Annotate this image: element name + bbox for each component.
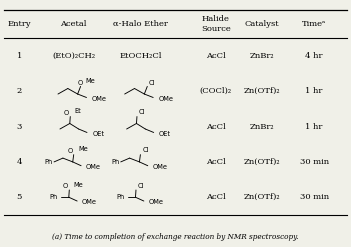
Text: OMe: OMe [92, 96, 107, 102]
Text: Zn(OTf)₂: Zn(OTf)₂ [243, 87, 280, 95]
Text: Ph: Ph [45, 159, 53, 165]
Text: Me: Me [86, 78, 95, 84]
Text: 4: 4 [16, 158, 22, 166]
Text: Entry: Entry [7, 20, 31, 28]
Text: Me: Me [78, 146, 88, 152]
Text: (COCl)₂: (COCl)₂ [200, 87, 232, 95]
Text: (EtO)₂CH₂: (EtO)₂CH₂ [52, 52, 95, 60]
Text: Acetal: Acetal [60, 20, 87, 28]
Text: 4 hr: 4 hr [305, 52, 323, 60]
Text: Et: Et [75, 108, 81, 114]
Text: Timeᵃ: Timeᵃ [302, 20, 326, 28]
Text: O: O [67, 148, 73, 154]
Text: 2: 2 [17, 87, 22, 95]
Text: Cl: Cl [139, 109, 145, 115]
Text: ZnBr₂: ZnBr₂ [249, 52, 274, 60]
Text: Cl: Cl [143, 147, 149, 153]
Text: Halide
Source: Halide Source [201, 16, 231, 33]
Text: OMe: OMe [86, 164, 101, 170]
Text: Cl: Cl [149, 80, 155, 86]
Text: Me: Me [74, 182, 84, 188]
Text: Ph: Ph [117, 194, 125, 200]
Text: 5: 5 [16, 193, 22, 201]
Text: ZnBr₂: ZnBr₂ [249, 123, 274, 131]
Text: AcCl: AcCl [206, 193, 226, 201]
Text: (a) Time to completion of exchange reaction by NMR spectroscopy.: (a) Time to completion of exchange react… [52, 233, 299, 241]
Text: 1: 1 [16, 52, 22, 60]
Text: 1 hr: 1 hr [305, 123, 323, 131]
Text: O: O [63, 183, 68, 189]
Text: O: O [78, 80, 83, 86]
Text: EtOCH₂Cl: EtOCH₂Cl [119, 52, 162, 60]
Text: Zn(OTf)₂: Zn(OTf)₂ [243, 158, 280, 166]
Text: OMe: OMe [159, 96, 174, 102]
Text: 1 hr: 1 hr [305, 87, 323, 95]
Text: 30 min: 30 min [300, 158, 329, 166]
Text: OMe: OMe [149, 199, 164, 205]
Text: Catalyst: Catalyst [244, 20, 279, 28]
Text: OMe: OMe [153, 164, 168, 170]
Text: OEt: OEt [159, 130, 171, 137]
Text: OMe: OMe [82, 199, 97, 205]
Text: OEt: OEt [92, 130, 104, 137]
Text: AcCl: AcCl [206, 52, 226, 60]
Text: Ph: Ph [112, 159, 120, 165]
Text: Cl: Cl [138, 183, 145, 189]
Text: AcCl: AcCl [206, 123, 226, 131]
Text: AcCl: AcCl [206, 158, 226, 166]
Text: α-Halo Ether: α-Halo Ether [113, 20, 168, 28]
Text: 3: 3 [16, 123, 22, 131]
Text: Zn(OTf)₂: Zn(OTf)₂ [243, 193, 280, 201]
Text: O: O [64, 110, 69, 116]
Text: Ph: Ph [50, 194, 58, 200]
Text: 30 min: 30 min [300, 193, 329, 201]
